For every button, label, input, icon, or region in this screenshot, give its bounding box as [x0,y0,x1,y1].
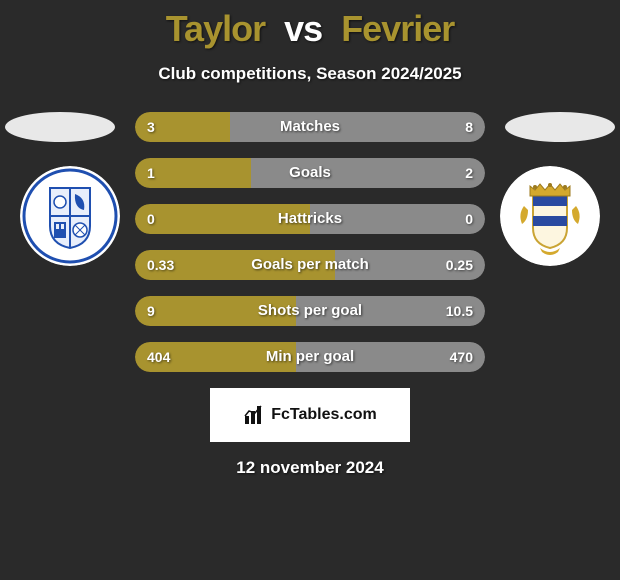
stat-row: 0.330.25Goals per match [135,250,485,280]
crest-right-icon [500,166,600,266]
brand-chart-icon [243,404,265,426]
brand-text: FcTables.com [271,406,377,424]
vs-text: vs [284,8,322,49]
club-crest-left [20,166,120,266]
page-title: Taylor vs Fevrier [0,0,620,50]
subtitle: Club competitions, Season 2024/2025 [0,64,620,84]
stat-row: 38Matches [135,112,485,142]
stat-label: Matches [135,112,485,142]
stat-row: 12Goals [135,158,485,188]
stat-label: Hattricks [135,204,485,234]
crest-left-icon [20,166,120,266]
stat-label: Shots per goal [135,296,485,326]
stat-rows: 38Matches 12Goals 00Hattricks 0.330.25Goals… [135,112,485,372]
stat-label: Goals per match [135,250,485,280]
brand-box: FcTables.com [210,388,410,442]
player2-name: Fevrier [341,8,454,49]
stat-row: 404470Min per goal [135,342,485,372]
player1-name: Taylor [166,8,265,49]
player2-platform [505,112,615,142]
club-crest-right [500,166,600,266]
stat-row: 910.5Shots per goal [135,296,485,326]
player1-platform [5,112,115,142]
stats-arena: 38Matches 12Goals 00Hattricks 0.330.25Goals… [0,112,620,372]
stat-label: Min per goal [135,342,485,372]
comparison-card: Taylor vs Fevrier Club competitions, Sea… [0,0,620,580]
stat-row: 00Hattricks [135,204,485,234]
stat-label: Goals [135,158,485,188]
date-text: 12 november 2024 [0,458,620,478]
